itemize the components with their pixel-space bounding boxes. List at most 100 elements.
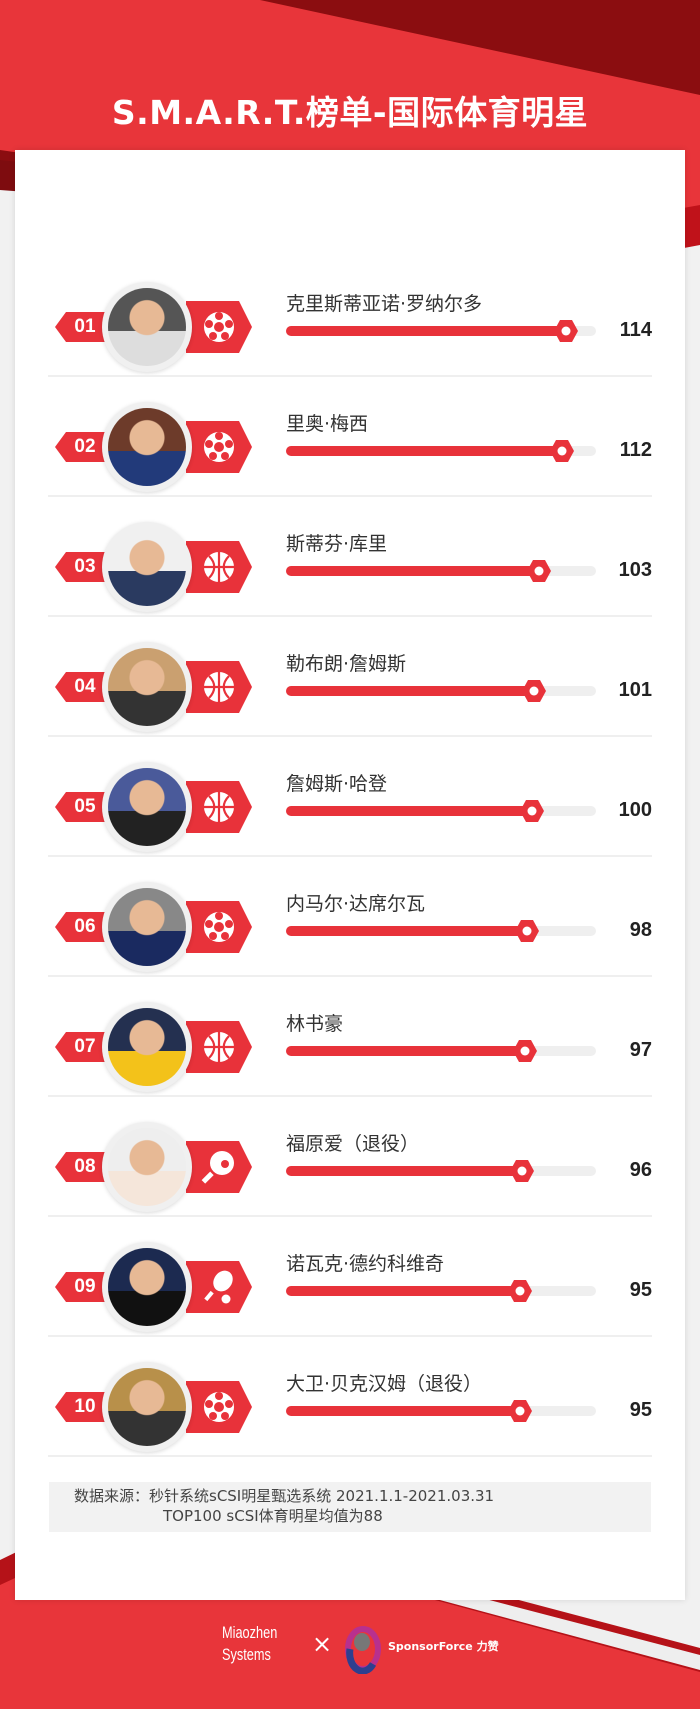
- rank-badge: [52, 1269, 108, 1305]
- athlete-photo: [102, 882, 192, 972]
- row-divider: [48, 1215, 652, 1217]
- footer-logos: Miaozhen Systems × SponsorForce 力赞: [0, 1622, 700, 1682]
- score-bar-fill: [286, 806, 533, 816]
- athlete-photo: [102, 522, 192, 612]
- score-bar-fill: [286, 1286, 520, 1296]
- athlete-photo: [102, 642, 192, 732]
- rank-number: 02: [74, 436, 96, 457]
- athlete-name: 斯蒂芬·库里: [286, 533, 388, 555]
- sponsorforce-logo-text: SponsorForce 力赞: [388, 1640, 499, 1653]
- score-value: 101: [618, 679, 652, 701]
- score-bar: [286, 1280, 596, 1302]
- score-bar: [286, 1160, 596, 1182]
- row-divider: [48, 735, 652, 737]
- basketball-icon: [186, 781, 252, 833]
- ranking-row: 04 勒布朗·詹姆斯 101: [48, 627, 652, 747]
- row-divider: [48, 615, 652, 617]
- score-bar-fill: [286, 686, 535, 696]
- score-bar-knob: [512, 1040, 537, 1062]
- score-bar-knob: [522, 680, 547, 702]
- soccer-icon: [186, 1381, 252, 1433]
- score-bar: [286, 800, 596, 822]
- score-bar-fill: [286, 1166, 523, 1176]
- score-bar: [286, 920, 596, 942]
- athlete-photo: [102, 762, 192, 852]
- ranking-row: 06 内马尔·达席尔瓦 98: [48, 867, 652, 987]
- score-value: 98: [629, 919, 652, 941]
- times-separator: ×: [312, 1630, 333, 1658]
- athlete-name: 大卫·贝克汉姆（退役）: [286, 1373, 483, 1395]
- ranking-row: 10 大卫·贝克汉姆（退役） 95: [48, 1347, 652, 1467]
- rank-badge: [52, 669, 108, 705]
- row-divider: [48, 1335, 652, 1337]
- soccer-icon: [186, 901, 252, 953]
- basketball-icon: [186, 541, 252, 593]
- athlete-name: 福原爱（退役）: [286, 1133, 420, 1155]
- page-title: S.M.A.R.T.榜单-国际体育明星: [111, 93, 589, 132]
- ranking-row: 05 詹姆斯·哈登 100: [48, 747, 652, 867]
- athlete-name: 勒布朗·詹姆斯: [286, 653, 407, 675]
- score-value: 103: [618, 559, 652, 581]
- soccer-icon: [186, 421, 252, 473]
- score-value: 97: [629, 1039, 652, 1061]
- score-bar: [286, 560, 596, 582]
- athlete-name: 林书豪: [286, 1013, 344, 1035]
- score-bar-fill: [286, 566, 540, 576]
- soccer-icon: [186, 301, 252, 353]
- rank-number: 09: [74, 1276, 96, 1297]
- row-divider: [48, 1455, 652, 1457]
- score-bar: [286, 320, 596, 342]
- score-value: 96: [629, 1159, 652, 1181]
- ranking-row: 01 克里斯蒂亚诺·罗纳尔多 114: [48, 267, 652, 387]
- miaozhen-logo: Miaozhen Systems: [222, 1623, 278, 1664]
- rank-badge: [52, 789, 108, 825]
- athlete-name: 詹姆斯·哈登: [286, 773, 388, 795]
- rank-number: 04: [74, 676, 96, 697]
- rank-badge: [52, 909, 108, 945]
- row-divider: [48, 495, 652, 497]
- score-bar-fill: [286, 1046, 525, 1056]
- ranking-card: [15, 150, 685, 1600]
- rank-badge: [52, 429, 108, 465]
- athlete-photo: [102, 1362, 192, 1452]
- athlete-photo: [102, 402, 192, 492]
- athlete-photo: [102, 1242, 192, 1332]
- score-bar-fill: [286, 326, 567, 336]
- ranking-row: 02 里奥·梅西 112: [48, 387, 652, 507]
- table-tennis-icon: [186, 1141, 252, 1193]
- ranking-row: 07 林书豪 97: [48, 987, 652, 1107]
- ranking-row: 09 诺瓦克·德约科维奇 95: [48, 1227, 652, 1347]
- athlete-name: 内马尔·达席尔瓦: [286, 893, 426, 915]
- score-bar-knob: [520, 800, 545, 822]
- score-bar: [286, 1400, 596, 1422]
- score-bar-knob: [549, 440, 574, 462]
- row-divider: [48, 855, 652, 857]
- rank-number: 10: [74, 1396, 96, 1417]
- athlete-name: 克里斯蒂亚诺·罗纳尔多: [286, 293, 483, 315]
- ranking-row: 08 福原爱（退役） 96: [48, 1107, 652, 1227]
- rank-badge: [52, 309, 108, 345]
- score-bar-knob: [507, 1280, 532, 1302]
- row-divider: [48, 975, 652, 977]
- row-divider: [48, 1095, 652, 1097]
- score-value: 100: [618, 799, 652, 821]
- rank-number: 06: [74, 916, 96, 937]
- score-bar-fill: [286, 446, 562, 456]
- tennis-icon: [186, 1261, 252, 1313]
- source-line-1: 数据来源：秒针系统sCSI明星甄选系统 2021.1.1-2021.03.31: [74, 1487, 495, 1505]
- rank-number: 03: [74, 556, 96, 577]
- athlete-name: 里奥·梅西: [286, 413, 369, 435]
- rank-badge: [52, 1149, 108, 1185]
- rank-number: 01: [74, 316, 96, 337]
- data-source-note: 数据来源：秒针系统sCSI明星甄选系统 2021.1.1-2021.03.31 …: [49, 1482, 651, 1532]
- ranking-row: 03 斯蒂芬·库里 103: [48, 507, 652, 627]
- rank-badge: [52, 1029, 108, 1065]
- basketball-icon: [186, 661, 252, 713]
- source-line-2: TOP100 sCSI体育明星均值为88: [163, 1507, 383, 1525]
- athlete-photo: [102, 1122, 192, 1212]
- row-divider: [48, 375, 652, 377]
- athlete-photo: [102, 1002, 192, 1092]
- rank-number: 08: [74, 1156, 96, 1177]
- score-value: 95: [629, 1399, 652, 1421]
- score-value: 112: [619, 439, 652, 461]
